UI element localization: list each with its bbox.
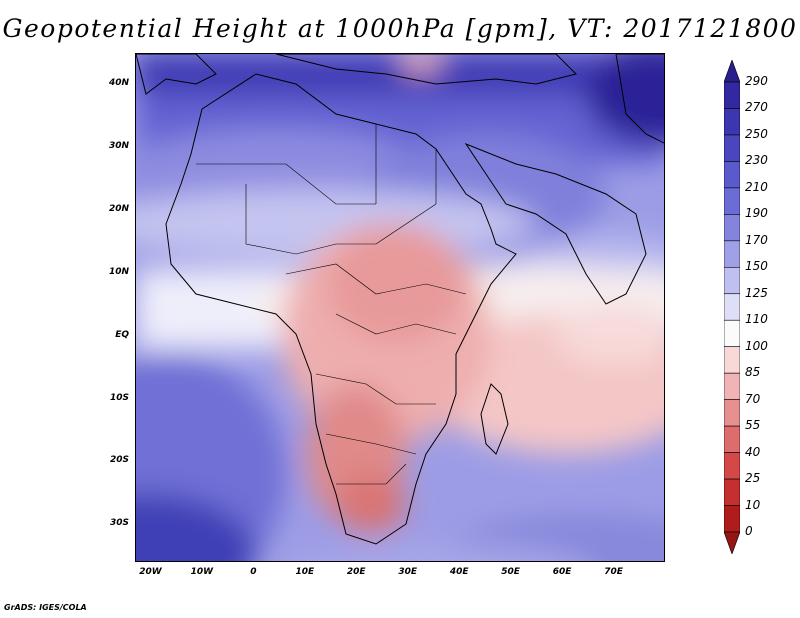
x-tick-label: 20W — [139, 567, 162, 577]
x-tick-label: 50E — [501, 567, 520, 577]
grads-credit: GrADS: IGES/COLA — [4, 603, 87, 612]
y-tick-label: EQ — [115, 329, 129, 340]
colorbar-segment — [724, 293, 740, 321]
geopotential-field — [136, 54, 664, 561]
colorbar-segment — [724, 478, 740, 506]
map-svg — [136, 54, 664, 561]
colorbar-label: 190 — [745, 206, 768, 221]
colorbar-segment — [724, 81, 740, 109]
y-tick-label: 10S — [109, 392, 129, 403]
colorbar-bottom-triangle — [724, 531, 740, 554]
y-tick-label: 20N — [108, 204, 129, 215]
colorbar-segment — [724, 399, 740, 427]
colorbar-segment — [724, 161, 740, 189]
x-tick-label: 10E — [295, 567, 315, 577]
colorbar-segment — [724, 108, 740, 136]
colorbar-label: 10 — [745, 497, 761, 512]
chart-title: Geopotential Height at 1000hPa [gpm], VT… — [2, 14, 798, 43]
coastlines — [136, 54, 664, 545]
colorbar-segment — [724, 346, 740, 374]
colorbar-segment — [724, 266, 740, 295]
colorbar-label: 55 — [745, 418, 761, 433]
map-area — [135, 53, 665, 562]
colorbar-label: 85 — [745, 365, 761, 380]
colorbar-label: 230 — [745, 153, 768, 168]
x-tick-label: 10W — [190, 567, 214, 577]
x-tick-label: 20E — [346, 567, 366, 577]
colorbar-segment — [724, 134, 740, 162]
colorbar-label: 0 — [745, 524, 753, 538]
x-tick-label: 0 — [250, 567, 257, 577]
y-tick-label: 30N — [108, 141, 129, 152]
colorbar-segment — [724, 452, 740, 480]
colorbar-segment — [724, 187, 740, 215]
colorbar-label: 70 — [745, 391, 761, 406]
colorbar-label: 210 — [745, 179, 768, 194]
colorbar-top-triangle — [724, 60, 740, 83]
x-tick-label: 30E — [398, 567, 418, 577]
colorbar-segment — [724, 505, 740, 533]
y-tick-label: 40N — [108, 78, 129, 89]
colorbar-segment — [724, 240, 740, 268]
colorbar-label: 270 — [745, 100, 768, 115]
colorbar-segment — [724, 319, 740, 348]
y-tick-label: 10N — [108, 266, 129, 277]
y-tick-label: 20S — [109, 455, 129, 466]
colorbar-label: 150 — [745, 259, 768, 274]
colorbar-segment — [724, 425, 740, 453]
colorbar-label: 110 — [745, 312, 768, 327]
colorbar-label: 25 — [745, 471, 761, 486]
x-tick-label: 40E — [449, 567, 469, 577]
borders — [196, 124, 467, 485]
y-tick-label: 30S — [109, 518, 129, 529]
colorbar-label: 100 — [745, 338, 768, 353]
x-tick-label: 60E — [552, 567, 572, 577]
colorbar-label: 125 — [745, 285, 768, 300]
colorbar-label: 250 — [745, 126, 768, 141]
colorbar-label: 170 — [745, 232, 768, 247]
colorbar-segment — [724, 372, 740, 400]
colorbar-segment — [724, 214, 740, 242]
colorbar-label: 290 — [745, 74, 768, 88]
colorbar — [724, 60, 740, 554]
x-tick-label: 70E — [604, 567, 623, 577]
colorbar-label: 40 — [745, 444, 761, 459]
